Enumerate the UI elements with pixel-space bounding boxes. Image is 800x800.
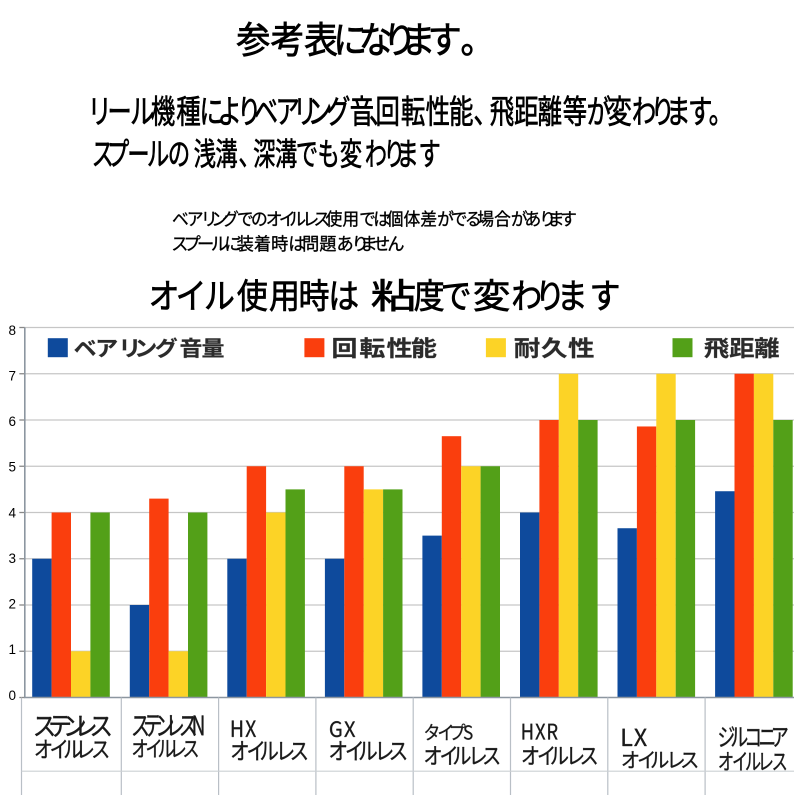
svg-text:6: 6	[8, 414, 16, 429]
svg-text:1: 1	[8, 642, 16, 657]
svg-text:8: 8	[8, 323, 16, 338]
svg-text:0: 0	[8, 688, 16, 703]
svg-text:4: 4	[8, 505, 16, 520]
svg-text:2: 2	[8, 597, 16, 612]
svg-text:3: 3	[8, 551, 16, 566]
svg-text:7: 7	[8, 368, 16, 383]
svg-text:5: 5	[8, 460, 16, 475]
